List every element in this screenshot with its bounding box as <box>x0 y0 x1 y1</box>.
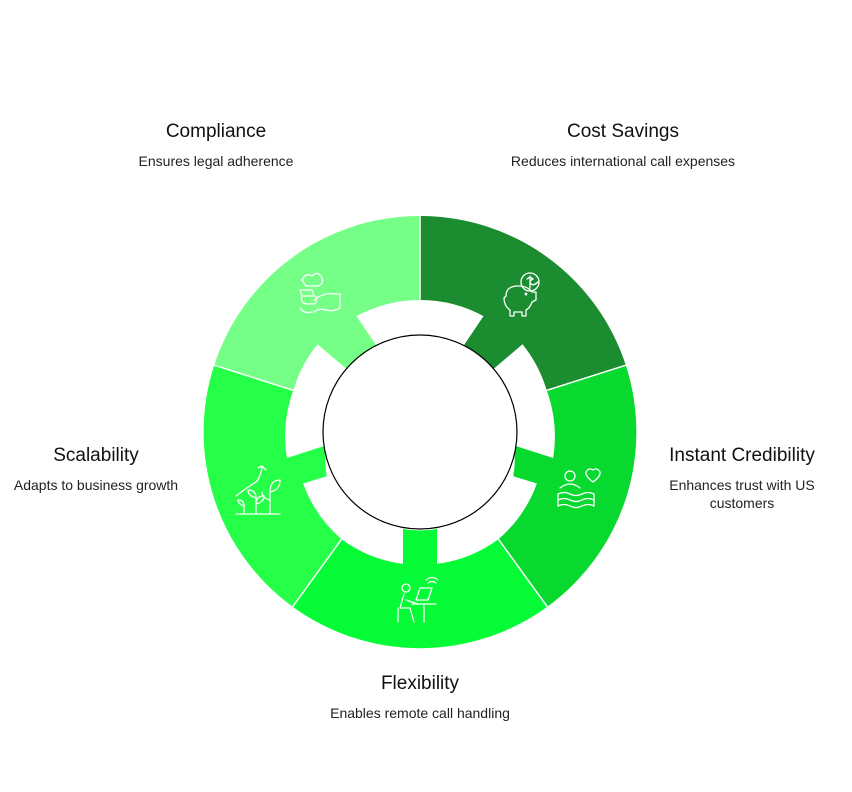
scalability-segment <box>203 365 342 607</box>
compliance-segment <box>214 215 420 391</box>
flexibility-label: Flexibility Enables remote call handling <box>330 672 510 722</box>
piggy-bank-dollar-icon <box>503 272 540 317</box>
compliance-label: Compliance Ensures legal adherence <box>100 120 332 170</box>
segment-dividers <box>213 216 627 608</box>
instant-credibility-label: Instant Credibility Enhances trust with … <box>650 444 834 512</box>
scalability-description: Adapts to business growth <box>13 477 179 493</box>
cost-savings-label: Cost Savings Reduces international call … <box>510 120 736 170</box>
instant-credibility-title: Instant Credibility <box>669 445 815 466</box>
cost-savings-title: Cost Savings <box>567 121 679 142</box>
center-circle <box>322 334 518 530</box>
handshake-document-icon <box>299 272 341 314</box>
instant-credibility-segment <box>498 365 637 607</box>
flexibility-description: Enables remote call handling <box>330 705 510 721</box>
compliance-description: Ensures legal adherence <box>138 153 294 169</box>
person-laptop-wifi-icon <box>397 576 439 623</box>
cost-savings-description: Reduces international call expenses <box>510 153 736 169</box>
scalability-title: Scalability <box>53 445 139 466</box>
instant-credibility-description: Enhances trust with US customers <box>669 477 815 511</box>
people-heart-icon <box>557 468 601 509</box>
scalability-label: Scalability Adapts to business growth <box>10 444 182 494</box>
growing-plants-icon <box>235 465 281 515</box>
compliance-title: Compliance <box>165 121 267 142</box>
cost-savings-segment <box>420 215 626 391</box>
flexibility-title: Flexibility <box>380 673 460 694</box>
